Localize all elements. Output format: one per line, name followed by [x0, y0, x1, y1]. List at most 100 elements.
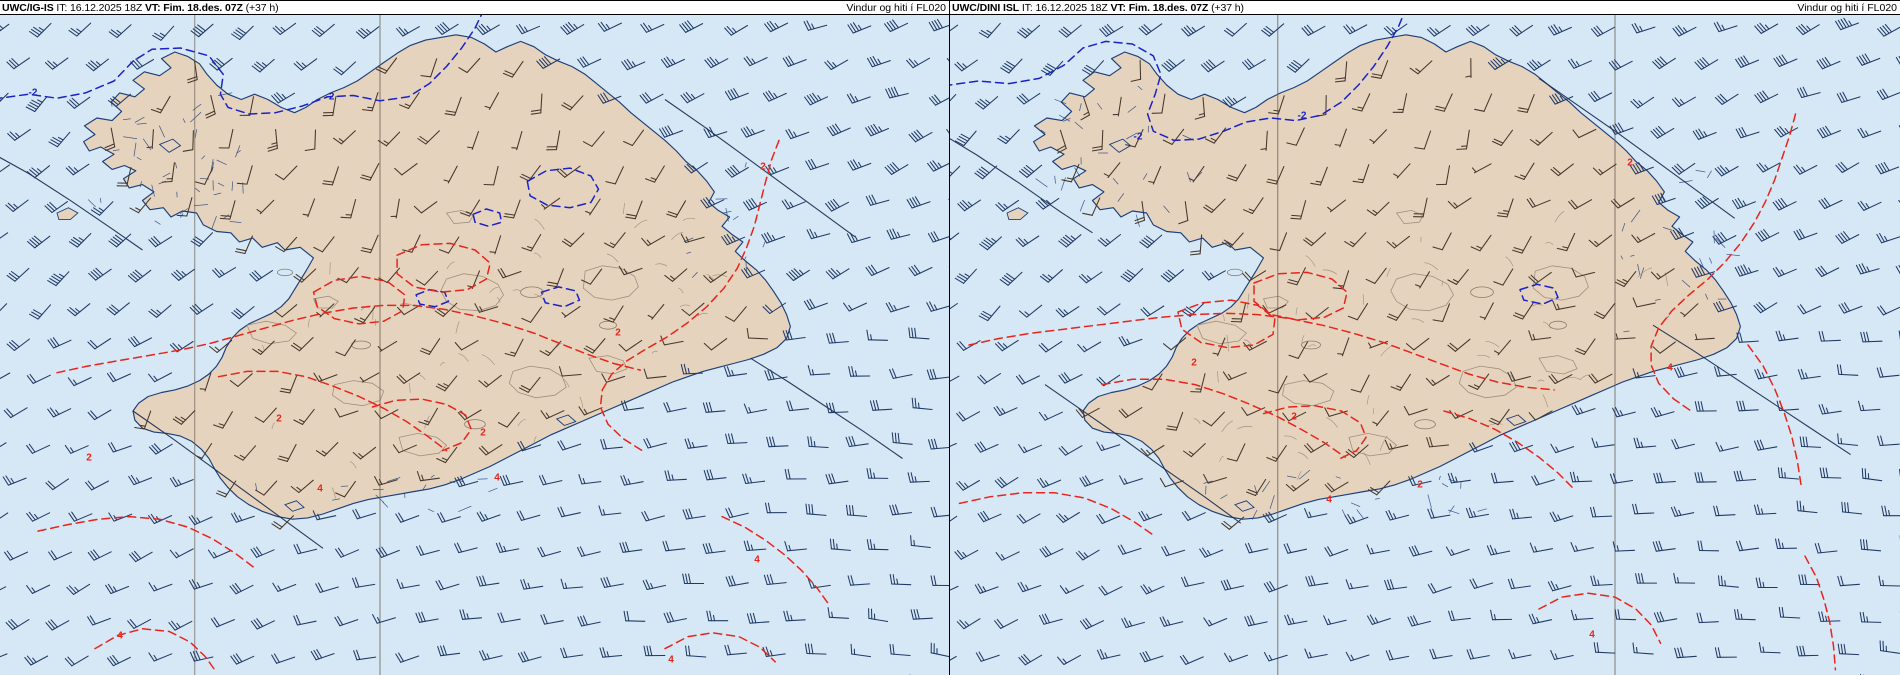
barb-full — [31, 167, 40, 175]
barb-half — [1083, 552, 1089, 558]
barb-full — [749, 613, 754, 624]
barb-full — [1140, 448, 1149, 457]
barb-full — [825, 271, 834, 280]
barb-full — [1410, 475, 1417, 486]
barb-full — [1262, 514, 1270, 524]
barb-full — [746, 613, 751, 624]
barb-half — [1208, 619, 1213, 626]
barb-half — [748, 407, 752, 414]
barb-full — [1713, 22, 1720, 33]
wind-barb — [1877, 435, 1900, 447]
wind-barb — [434, 22, 459, 35]
barb-full — [1754, 25, 1762, 34]
fjord-line — [1695, 169, 1706, 173]
wind-barb — [1099, 24, 1124, 37]
wind-barb — [466, 130, 480, 150]
barb-full — [209, 63, 218, 71]
wind-barb — [1366, 614, 1391, 625]
barb-full — [543, 614, 548, 625]
wind-barb — [1650, 125, 1675, 139]
barb-full — [1576, 347, 1587, 353]
wind-barb — [1408, 475, 1432, 487]
barb-full — [87, 341, 96, 350]
wind-barb — [438, 236, 460, 254]
barb-full — [1818, 331, 1822, 342]
barb-full — [1861, 467, 1864, 479]
lake-3 — [1226, 268, 1243, 277]
wind-barb — [1414, 271, 1431, 289]
barb-full — [1186, 25, 1194, 34]
barb-full — [993, 407, 1001, 417]
barb-full — [929, 161, 937, 171]
wind-barb — [231, 306, 255, 320]
barb-half — [1027, 28, 1033, 33]
barb-full — [642, 93, 650, 103]
barb-full — [6, 343, 15, 352]
wind-barb — [1651, 192, 1676, 206]
barb-full — [1596, 25, 1604, 35]
barb-full — [1016, 515, 1024, 524]
barb-full — [563, 102, 573, 109]
isotherm-label: 2 — [1417, 480, 1423, 491]
barb-half — [302, 213, 309, 216]
barb-full — [296, 61, 305, 69]
barb-half — [1167, 619, 1171, 626]
barb-full — [1857, 128, 1864, 139]
barb-full — [1078, 550, 1086, 559]
barb-full — [1366, 209, 1376, 216]
wind-barb — [725, 575, 749, 587]
barb-full — [5, 622, 14, 631]
wind-barb — [521, 233, 542, 252]
barb-half — [199, 388, 207, 390]
barb-full — [830, 268, 839, 277]
barb-half — [466, 613, 470, 620]
barb-full — [458, 67, 468, 74]
barb-full — [1091, 148, 1103, 152]
barb-full — [1697, 401, 1701, 412]
wind-barb — [829, 538, 851, 551]
barb-full — [537, 547, 543, 558]
barb-full — [851, 435, 856, 447]
wind-barb — [557, 165, 581, 178]
wind-barb — [1367, 480, 1391, 496]
barb-full — [190, 240, 200, 247]
barb-full — [1245, 491, 1257, 497]
barb-full — [1039, 548, 1047, 558]
wind-barb — [1018, 654, 1043, 666]
barb-full — [1863, 331, 1867, 343]
barb-shaft — [710, 338, 728, 351]
barb-full — [194, 181, 206, 185]
wind-barb — [1696, 612, 1719, 624]
barb-half — [1070, 235, 1076, 240]
wind-barb — [557, 440, 582, 451]
barb-full — [1080, 114, 1091, 121]
wind-barb — [1796, 500, 1818, 514]
wind-barb — [418, 407, 439, 426]
panel-left-map[interactable]: -2 -2 2 2 2 2 2 4 4 4 4 4 — [0, 15, 949, 675]
barb-full — [806, 229, 812, 240]
terrain-squiggle — [408, 382, 411, 393]
barb-full — [866, 468, 870, 479]
panel-right-map[interactable]: -2 -2 2 2 2 4 4 2 4 — [950, 15, 1900, 675]
barb-full — [950, 171, 954, 175]
wind-barb — [360, 234, 379, 254]
barb-full — [1202, 420, 1212, 427]
barb-full — [30, 28, 41, 36]
barb-full — [1407, 616, 1413, 627]
barb-half — [870, 334, 873, 341]
wind-barb — [1222, 96, 1247, 108]
barb-full — [681, 22, 689, 32]
barb-half — [773, 92, 778, 99]
fjord-line — [211, 215, 217, 230]
barb-full — [1061, 179, 1072, 183]
barb-shaft — [1309, 373, 1328, 383]
barb-full — [1466, 649, 1472, 660]
barb-full — [148, 652, 155, 662]
wind-barb — [581, 268, 603, 285]
wind-barb — [479, 650, 503, 661]
wind-barb — [999, 271, 1023, 286]
barb-full — [605, 181, 616, 185]
isotherm-label: 4 — [754, 555, 760, 566]
barb-full — [254, 416, 265, 423]
barb-full — [1654, 59, 1663, 68]
